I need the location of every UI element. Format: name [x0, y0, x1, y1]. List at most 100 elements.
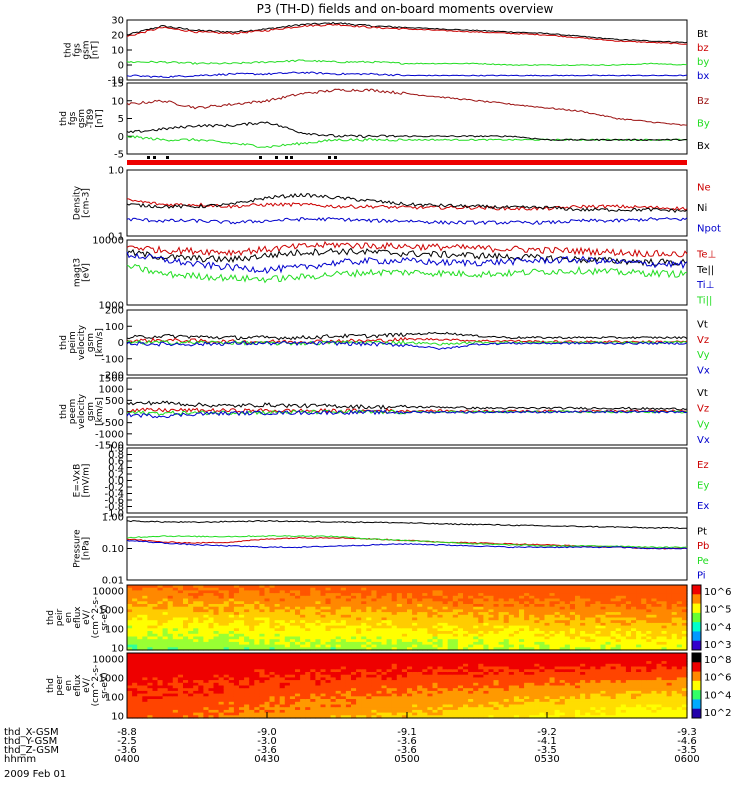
spectrogram-cell [218, 641, 225, 646]
spectrogram-cell [478, 699, 484, 703]
spectrogram-cell [284, 628, 291, 632]
spectrogram-cell [325, 601, 332, 605]
spectrogram-cell [519, 674, 525, 678]
spectrogram-cell [549, 585, 556, 589]
y-tick-label: 10000 [92, 236, 124, 247]
spectrogram-cell [605, 636, 612, 640]
spectrogram-cell [345, 601, 352, 605]
spectrogram-cell [463, 693, 469, 697]
spectrogram-cell [345, 620, 352, 624]
spectrogram-cell [381, 655, 388, 659]
spectrogram-cell [157, 669, 164, 673]
spectrogram-cell [381, 604, 388, 608]
spectrogram-cell [631, 647, 637, 651]
spectrogram-cell [137, 672, 143, 676]
spectrogram-cell [656, 614, 663, 619]
spectrogram-cell [534, 658, 540, 662]
spectrogram-cell [605, 593, 612, 597]
spectrogram-cell [325, 633, 332, 638]
spectrogram-cell [564, 709, 571, 714]
spectrogram-cell [503, 709, 510, 714]
spectrogram-cell [564, 688, 571, 692]
spectrogram-cell [264, 633, 271, 638]
spectrogram-cell [127, 604, 133, 608]
legend-entry-Vt: Vt [697, 388, 708, 399]
spectrogram-cell [325, 647, 332, 651]
spectrogram-cell [239, 685, 245, 689]
spectrogram-cell [340, 661, 347, 665]
spectrogram-cell [605, 622, 612, 627]
spectrogram-cell [295, 672, 301, 676]
spectrogram-cell [478, 661, 484, 665]
spectrogram-cell [371, 593, 378, 597]
spectrogram-cell [152, 633, 159, 638]
spectrogram-cell [239, 647, 245, 651]
legend-entry-Vz: Vz [697, 404, 709, 415]
spectrogram-cell [396, 701, 403, 706]
spectrogram-cell [508, 663, 515, 668]
spectrogram-cell [539, 680, 546, 684]
spectrogram-cell [340, 653, 347, 657]
spectrogram-cell [223, 622, 230, 627]
spectrogram-cell [575, 622, 581, 627]
spectrogram-cell [646, 612, 652, 616]
spectrogram-cell [193, 663, 199, 668]
spectrogram-cell [636, 633, 642, 638]
spectrogram-cell [233, 625, 240, 629]
spectrogram-cell [671, 641, 678, 646]
spectrogram-cell [193, 585, 199, 589]
spectrogram-cell [325, 693, 332, 697]
spectrogram-cell [366, 680, 372, 684]
spectrogram-cell [386, 631, 393, 635]
spectrogram-cell [218, 604, 225, 608]
spectrogram-cell [422, 653, 428, 657]
spectrogram-cell [524, 688, 530, 692]
spectrogram-cell [239, 644, 245, 648]
spectrogram-cell [396, 631, 403, 635]
spectrogram-cell [493, 655, 500, 659]
spectrogram-cell [152, 595, 159, 600]
spectrogram-cell [340, 674, 347, 678]
spectrogram-cell [289, 685, 296, 689]
spectrogram-cell [544, 593, 551, 597]
spectrogram-cell [172, 712, 179, 716]
spectrogram-cell [661, 590, 668, 594]
spectrogram-cell [442, 585, 449, 589]
spectrogram-cell [524, 699, 530, 703]
spectrogram-cell [529, 644, 535, 648]
spectrogram-cell [340, 677, 347, 681]
spectrogram-cell [615, 644, 622, 648]
spectrogram-cell [636, 606, 642, 610]
spectrogram-cell [254, 625, 260, 629]
spectrogram-cell [493, 693, 500, 697]
spectrogram-cell [239, 598, 245, 602]
spectrogram-cell [524, 666, 530, 670]
spectrogram-cell [147, 617, 154, 621]
spectrogram-cell [468, 633, 474, 638]
spectrogram-cell [218, 672, 225, 676]
spectrogram-cell [269, 674, 276, 678]
spectrogram-cell [284, 704, 291, 708]
spectrogram-cell [442, 644, 449, 648]
legend-entry-Pi: Pi [697, 571, 706, 582]
spectrogram-cell [401, 693, 408, 697]
spectrogram-cell [274, 609, 281, 613]
spectrogram-cell [300, 685, 306, 689]
spectrogram-cell [407, 595, 413, 600]
spectrogram-cell [366, 709, 372, 714]
spectrogram-cell [259, 636, 266, 640]
spectrogram-cell [177, 633, 184, 638]
spectrogram-cell [188, 647, 194, 651]
spectrogram-cell [381, 587, 388, 591]
spectrogram-cell [468, 631, 474, 635]
spectrogram-cell [279, 707, 286, 711]
spectrogram-cell [233, 620, 240, 624]
spectrogram-cell [503, 672, 510, 676]
spectrogram-cell [295, 658, 301, 662]
spectrogram-cell [681, 636, 688, 640]
spectrogram-cell [213, 633, 220, 638]
spectrogram-cell [361, 672, 367, 676]
spectrogram-cell [279, 593, 286, 597]
spectrogram-cell [539, 604, 546, 608]
